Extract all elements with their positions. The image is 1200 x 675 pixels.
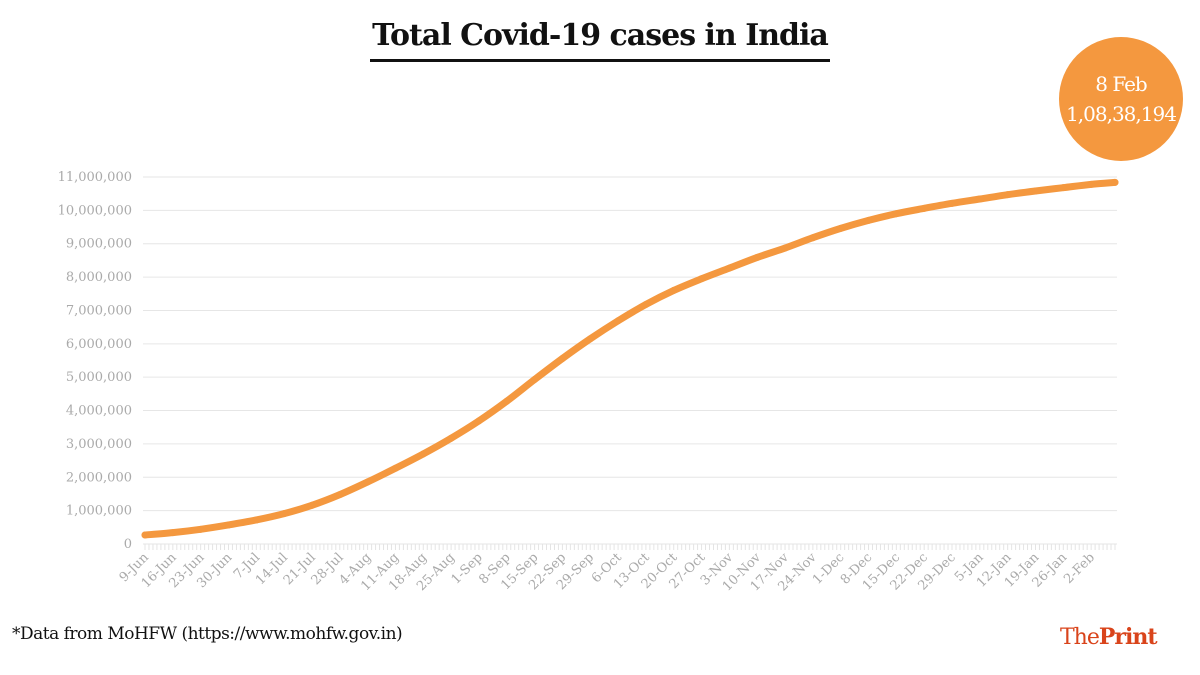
data-point (308, 501, 316, 509)
data-point (447, 434, 455, 442)
y-tick-label: 9,000,000 (66, 237, 132, 252)
y-tick-label: 1,000,000 (66, 504, 132, 519)
data-point (725, 264, 733, 272)
latest-value-callout: 8 Feb 1,08,38,194 (1059, 37, 1183, 161)
data-point (837, 224, 845, 232)
data-point (781, 244, 789, 252)
data-point (336, 491, 344, 499)
y-tick-label: 4,000,000 (66, 404, 132, 419)
data-point (948, 199, 956, 207)
data-point (1059, 184, 1067, 192)
data-point (280, 510, 288, 518)
data-point (503, 397, 511, 405)
data-point (558, 354, 566, 362)
y-tick-label: 2,000,000 (66, 470, 132, 485)
y-tick-label: 6,000,000 (66, 337, 132, 352)
data-point (364, 478, 372, 486)
data-point (252, 516, 260, 524)
data-point (169, 529, 177, 537)
data-point (224, 521, 232, 529)
data-point (865, 216, 873, 224)
data-point (391, 464, 399, 472)
data-point (531, 376, 539, 384)
data-point (1031, 187, 1039, 195)
y-tick-label: 7,000,000 (66, 303, 132, 318)
chart-title-wrap: Total Covid-19 cases in India (0, 18, 1200, 62)
data-point (698, 275, 706, 283)
data-point (892, 210, 900, 218)
data-point (753, 253, 761, 261)
y-tick-label: 8,000,000 (66, 270, 132, 285)
data-point (976, 195, 984, 203)
logo-print: Print (1098, 624, 1158, 650)
callout-value: 1,08,38,194 (1066, 102, 1177, 126)
y-tick-label: 11,000,000 (58, 170, 132, 185)
data-point (586, 335, 594, 343)
data-point (809, 234, 817, 242)
theprint-logo: ThePrint (1060, 624, 1158, 650)
data-point (141, 531, 149, 539)
series-line (141, 178, 1119, 539)
chart-title: Total Covid-19 cases in India (370, 18, 830, 62)
data-point (1111, 178, 1119, 186)
data-point (1087, 180, 1095, 188)
y-tick-label: 3,000,000 (66, 437, 132, 452)
data-point (920, 204, 928, 212)
data-point (1004, 191, 1012, 199)
data-point (642, 300, 650, 308)
x-tick-label: 2-Feb (1061, 550, 1098, 587)
data-point (475, 417, 483, 425)
y-tick-label: 5,000,000 (66, 370, 132, 385)
data-point (197, 525, 205, 533)
y-tick-label: 10,000,000 (58, 203, 132, 218)
logo-the: The (1060, 625, 1100, 650)
data-point (614, 317, 622, 325)
data-point (670, 286, 678, 294)
data-point (419, 450, 427, 458)
y-tick-label: 0 (124, 537, 132, 552)
callout-date: 8 Feb (1095, 72, 1148, 96)
source-footnote: *Data from MoHFW (https://www.mohfw.gov.… (12, 624, 403, 644)
